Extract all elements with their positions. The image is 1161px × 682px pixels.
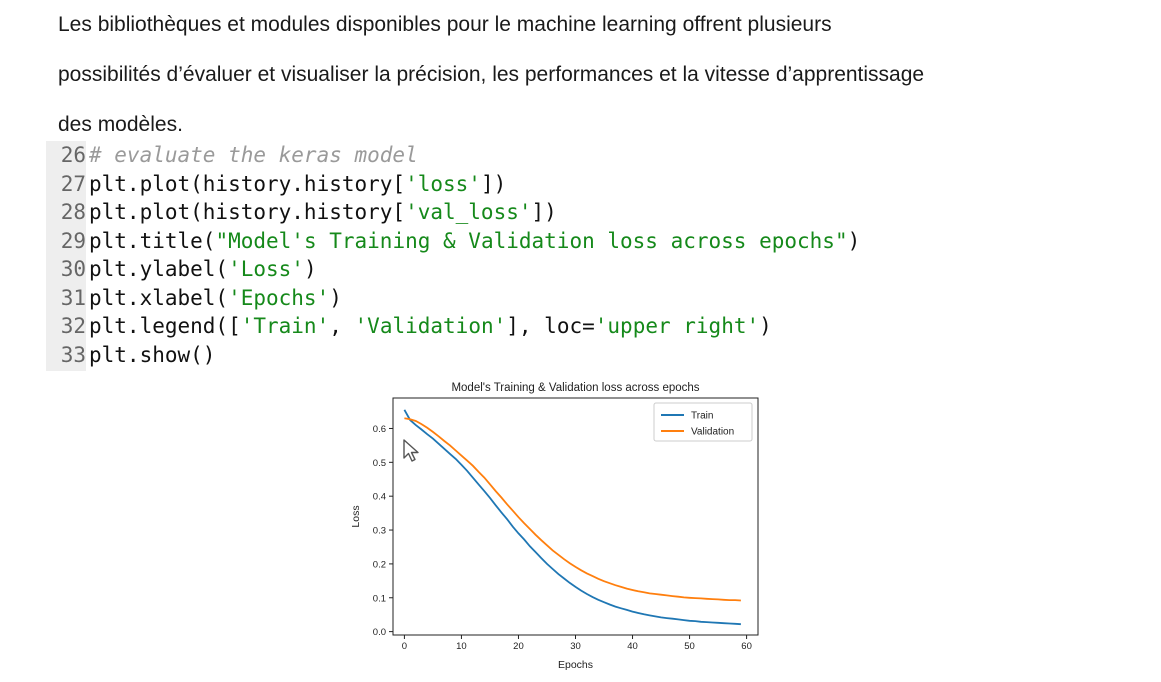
- string-token: 'Loss': [228, 257, 304, 281]
- code-line: 28 plt.plot(history.history['val_loss']): [46, 198, 557, 226]
- code-text: plt.plot(history.history['loss']): [86, 172, 506, 196]
- code-token: ]): [531, 200, 557, 224]
- line-number: 26: [60, 143, 86, 167]
- code-line: 27 plt.plot(history.history['loss']): [46, 170, 507, 198]
- x-tick-label: 20: [513, 641, 524, 652]
- description-paragraph: Les bibliothèques et modules disponibles…: [58, 0, 1138, 150]
- code-text: plt.legend(['Train', 'Validation'], loc=…: [86, 314, 772, 338]
- y-tick-label: 0.4: [373, 492, 386, 503]
- paragraph-line: possibilités d’évaluer et visualiser la …: [58, 63, 925, 86]
- loss-chart: Model's Training & Validation loss acros…: [345, 376, 765, 681]
- code-text: plt.show(): [86, 343, 215, 367]
- code-line: 33 plt.show(): [46, 341, 216, 369]
- loss-chart-svg: Model's Training & Validation loss acros…: [350, 382, 759, 671]
- code-token: plt.plot(history.history[: [89, 171, 406, 196]
- line-number: 33: [60, 342, 86, 367]
- code-text: plt.title("Model's Training & Validation…: [86, 229, 860, 253]
- chart-title: Model's Training & Validation loss acros…: [451, 382, 699, 394]
- code-token: ): [329, 285, 342, 310]
- code-token: ): [303, 257, 317, 281]
- code-line: 30 plt.ylabel('Loss'): [46, 255, 317, 283]
- code-token: ,: [329, 314, 355, 338]
- code-token: ): [759, 314, 772, 338]
- code-text: # evaluate the keras model: [86, 143, 418, 167]
- x-tick-label: 50: [684, 641, 695, 652]
- x-tick-label: 0: [402, 641, 407, 652]
- x-tick-label: 60: [741, 641, 752, 652]
- code-text: plt.ylabel('Loss'): [86, 257, 317, 281]
- x-axis-label: Epochs: [558, 659, 593, 671]
- x-tick-label: 40: [627, 641, 638, 652]
- string-token: 'Train': [240, 314, 330, 338]
- chart-legend: Train Validation: [653, 402, 753, 442]
- legend-label: Validation: [691, 427, 734, 438]
- paragraph-line: des modèles.: [58, 113, 183, 136]
- code-line: 29 plt.title("Model's Training & Validati…: [46, 227, 861, 255]
- string-token: 'val_loss': [405, 200, 532, 224]
- y-tick-label: 0.1: [373, 593, 386, 604]
- code-token: ], loc=: [506, 314, 595, 338]
- code-token: plt.show(): [89, 342, 216, 367]
- line-number: 32: [60, 314, 86, 338]
- mouse-cursor-icon: [403, 439, 419, 462]
- line-number: 31: [60, 285, 86, 310]
- string-token: 'upper right': [594, 314, 760, 338]
- code-line: 26 # evaluate the keras model: [46, 141, 418, 169]
- code-line: 31 plt.xlabel('Epochs'): [46, 284, 342, 312]
- validation-loss-line: [404, 417, 741, 602]
- string-token: 'loss': [405, 171, 481, 196]
- line-number: 27: [60, 171, 86, 196]
- x-tick-label: 10: [456, 641, 467, 652]
- y-tick-label: 0.2: [373, 559, 386, 570]
- code-token: plt.plot(history.history[: [89, 200, 406, 224]
- code-token: ): [847, 228, 861, 253]
- string-token: "Model's Training & Validation loss acro…: [215, 228, 848, 253]
- line-number: 28: [60, 200, 86, 224]
- train-loss-line: [403, 409, 741, 626]
- y-tick-label: 0.6: [373, 424, 386, 435]
- code-text: plt.xlabel('Epochs'): [86, 286, 342, 310]
- code-block: 26 # evaluate the keras model 27 plt.plot(h…: [46, 141, 946, 371]
- line-number-gutter: [46, 141, 86, 371]
- y-axis-label: Loss: [350, 505, 362, 527]
- code-line: 32 plt.legend(['Train', 'Validation'], lo…: [46, 312, 772, 340]
- paragraph-line: Les bibliothèques et modules disponibles…: [58, 13, 832, 36]
- y-tick-label: 0.5: [373, 458, 386, 469]
- y-tick-label: 0.0: [373, 627, 386, 638]
- x-tick-label: 30: [570, 641, 581, 652]
- string-token: 'Epochs': [228, 285, 330, 310]
- y-tick-label: 0.3: [373, 526, 386, 537]
- comment-token: # evaluate the keras model: [89, 143, 418, 167]
- string-token: 'Validation': [354, 314, 507, 338]
- code-token: plt.title(: [89, 228, 216, 253]
- code-text: plt.plot(history.history['val_loss']): [86, 200, 557, 224]
- line-number: 30: [60, 257, 86, 281]
- code-token: plt.legend([: [89, 314, 241, 338]
- line-number: 29: [60, 228, 86, 253]
- code-token: plt.ylabel(: [89, 257, 229, 281]
- legend-label: Train: [691, 411, 713, 422]
- code-token: plt.xlabel(: [89, 285, 229, 310]
- code-token: ]): [480, 171, 507, 196]
